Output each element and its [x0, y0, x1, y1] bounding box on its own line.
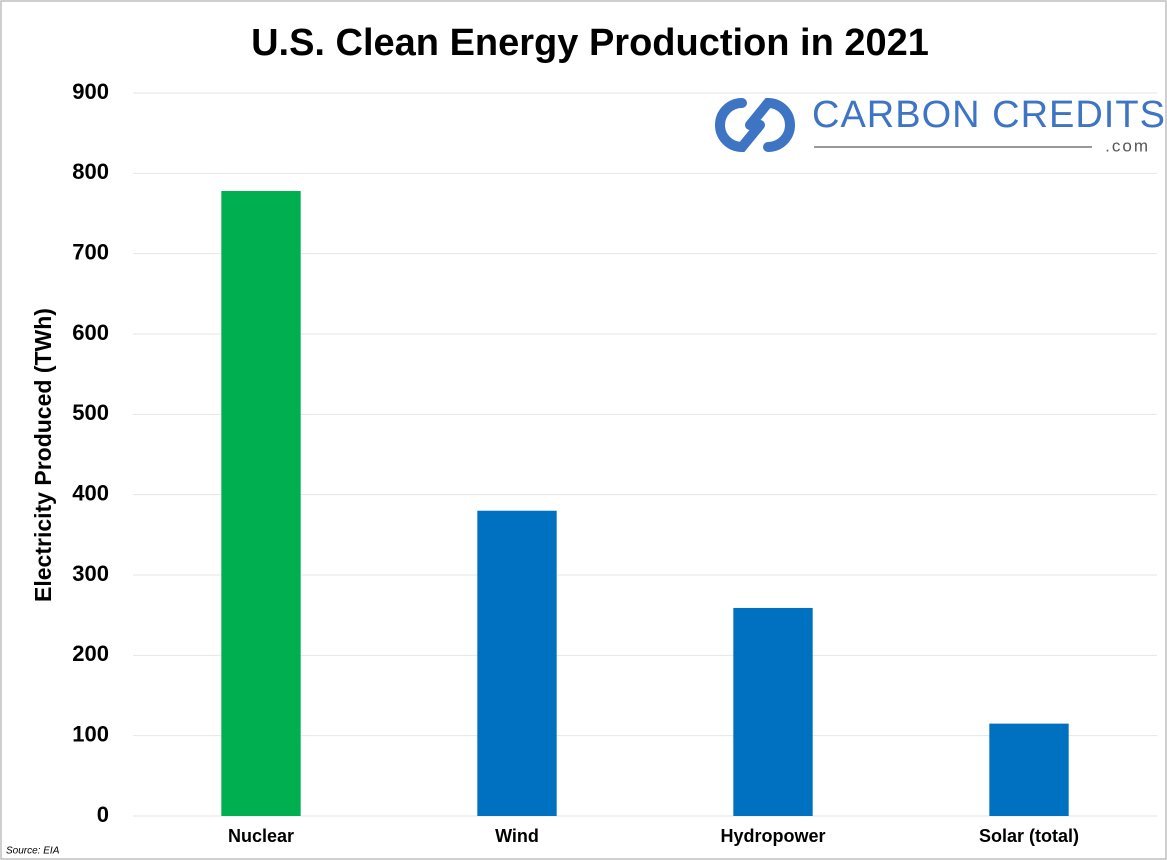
logo-icon	[715, 97, 795, 153]
x-tick-label: Hydropower	[720, 826, 825, 846]
y-tick-label: 100	[72, 721, 109, 746]
logo-arc	[745, 97, 795, 152]
y-tick-label: 200	[72, 641, 109, 666]
y-tick-label: 600	[72, 320, 109, 345]
x-tick-label: Solar (total)	[979, 826, 1079, 846]
y-tick-label: 0	[97, 802, 109, 827]
y-tick-label: 700	[72, 239, 109, 264]
bar	[733, 607, 813, 816]
bar	[477, 510, 557, 816]
x-tick-label: Nuclear	[228, 826, 294, 846]
y-tick-label: 500	[72, 400, 109, 425]
chart-title: U.S. Clean Energy Production in 2021	[251, 22, 929, 64]
y-tick-label: 300	[72, 561, 109, 586]
y-tick-label: 900	[72, 79, 109, 104]
bar	[221, 191, 301, 817]
y-axis-label: Electricity Produced (TWh)	[30, 308, 56, 602]
x-tick-label: Wind	[495, 826, 539, 846]
y-tick-label: 400	[72, 480, 109, 505]
y-tick-label: 800	[72, 159, 109, 184]
logo-text: CARBON CREDITS	[812, 94, 1166, 136]
logo-subtext: .com	[1105, 136, 1150, 155]
logo-arc	[715, 98, 765, 153]
source-note: Source: EIA	[6, 846, 60, 857]
bar	[989, 723, 1069, 816]
